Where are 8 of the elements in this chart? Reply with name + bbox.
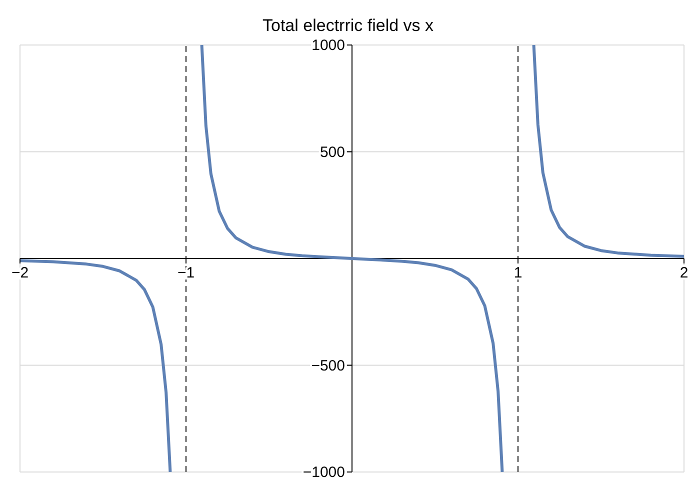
x-tick-label: −1 — [177, 264, 195, 282]
chart-title: Total electrric field vs x — [262, 16, 434, 36]
y-tick-label: −1000 — [302, 464, 345, 478]
x-tick-label: 2 — [680, 264, 688, 282]
y-tick-label: 1000 — [312, 37, 345, 54]
x-tick-label: −2 — [11, 264, 29, 282]
y-tick-label: 500 — [320, 144, 345, 161]
y-tick-label: −500 — [311, 357, 345, 374]
